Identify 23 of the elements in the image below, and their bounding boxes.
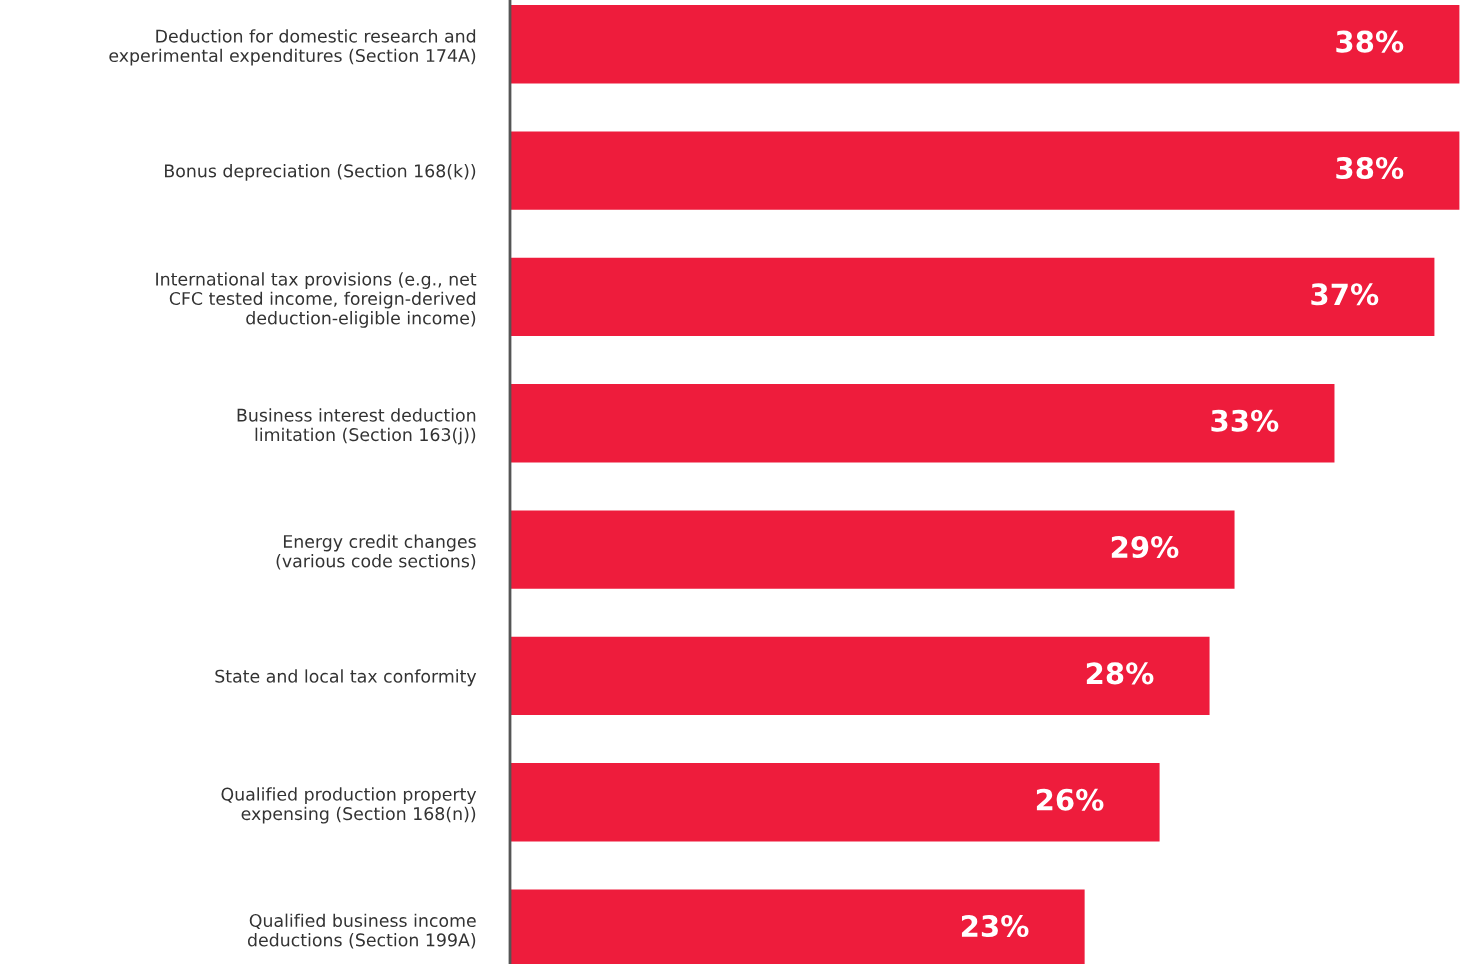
data-label: 26% — [1036, 788, 1104, 811]
data-label: 28% — [1086, 662, 1154, 685]
y-tick-label: Deduction for domestic research and experimental expenditures (Section 174A) — [109, 29, 476, 66]
bar — [510, 763, 1160, 842]
data-label: 38% — [1336, 156, 1404, 180]
y-tick-label: Bonus depreciation (Section 168(k)) — [165, 163, 476, 181]
data-label: 29% — [1111, 535, 1179, 559]
y-tick-label: State and local tax conformity — [215, 669, 477, 687]
y-tick-label: International tax provisions (e.g., net CFC tested income, foreign-derived deduction-eligible income) — [156, 272, 477, 328]
y-tick-label: Business interest deduction limitation (Section 163(j)) — [237, 408, 476, 445]
bar — [510, 131, 1460, 210]
data-label: 37% — [1311, 283, 1379, 306]
y-tick-label: Qualified business income deductions (Section 199A) — [247, 913, 476, 949]
bar — [510, 384, 1335, 463]
data-label: 23% — [961, 915, 1029, 938]
data-label: 33% — [1211, 409, 1279, 432]
bar — [510, 636, 1210, 716]
bar — [510, 257, 1435, 337]
bar — [510, 5, 1460, 84]
y-tick-label: Energy credit changes (various code sections) — [276, 534, 476, 570]
data-label: 38% — [1336, 30, 1404, 53]
y-tick-label: Qualified production property expensing (Section 168(n)) — [221, 787, 477, 824]
bar — [510, 510, 1235, 589]
